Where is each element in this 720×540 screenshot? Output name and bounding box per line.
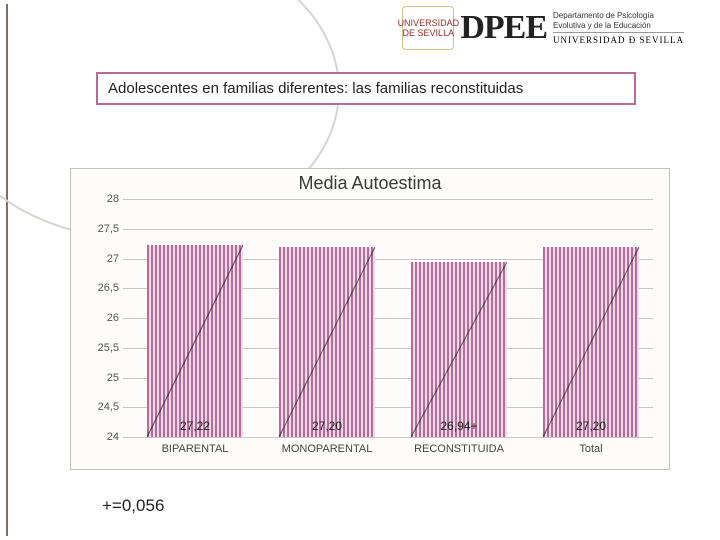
- dpee-logo: DPEE: [460, 9, 547, 47]
- dept-line-1: Departamento de Psicología: [553, 11, 684, 21]
- y-tick-label: 27,5: [79, 223, 119, 235]
- gridline: [123, 199, 653, 200]
- dept-text: Departamento de Psicología Evolutiva y d…: [553, 11, 684, 45]
- bar: [279, 247, 375, 437]
- bar: [411, 262, 507, 437]
- university-seal-icon: UNIVERSIDAD DE SEVILLA: [402, 6, 454, 50]
- dept-line-2: Evolutiva y de la Educación: [553, 21, 684, 31]
- y-tick-label: 25,5: [79, 342, 119, 354]
- bar: [543, 247, 639, 437]
- x-tick-label: Total: [521, 443, 661, 455]
- header-logos: UNIVERSIDAD DE SEVILLA DPEE Departamento…: [402, 6, 684, 50]
- chart: Media Autoestima 2424,52525,52626,52727,…: [70, 168, 670, 470]
- y-tick-label: 26: [79, 312, 119, 324]
- y-tick-label: 24,5: [79, 401, 119, 413]
- y-tick-label: 27: [79, 253, 119, 265]
- bar: [147, 245, 243, 437]
- x-tick-label: BIPARENTAL: [125, 443, 265, 455]
- y-tick-label: 26,5: [79, 282, 119, 294]
- y-tick-label: 28: [79, 193, 119, 205]
- footnote: +=0,056: [102, 496, 164, 516]
- plot-area: 2424,52525,52626,52727,52827,22BIPARENTA…: [123, 199, 653, 437]
- y-tick-label: 24: [79, 431, 119, 443]
- univ-line: UNIVERSIDAD Ð SEVILLA: [553, 32, 684, 45]
- gridline: [123, 437, 653, 438]
- gridline: [123, 229, 653, 230]
- dpee-block: DPEE Departamento de Psicología Evolutiv…: [460, 9, 684, 47]
- slide-title: Adolescentes en familias diferentes: las…: [96, 72, 636, 105]
- x-tick-label: RECONSTITUIDA: [389, 443, 529, 455]
- x-tick-label: MONOPARENTAL: [257, 443, 397, 455]
- y-tick-label: 25: [79, 372, 119, 384]
- chart-title: Media Autoestima: [71, 173, 669, 194]
